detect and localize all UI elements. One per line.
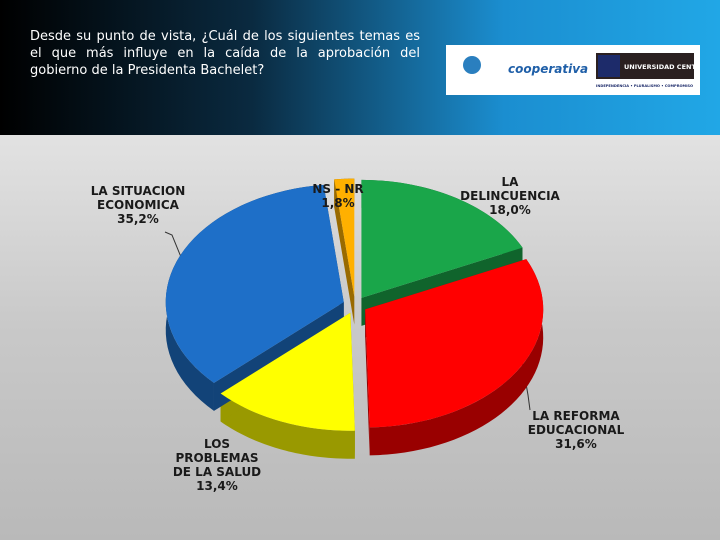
- category-label: NS - NR: [312, 182, 364, 196]
- logo-icon: [463, 56, 481, 74]
- pie-slice: [361, 179, 523, 298]
- slice-tops: [165, 178, 544, 431]
- slice-label: LA DELINCUENCIA 18,0%: [455, 175, 565, 217]
- category-label: LOS PROBLEMAS DE LA SALUD: [172, 437, 262, 479]
- pie-slice: [165, 184, 344, 383]
- value-label: 13,4%: [196, 479, 238, 493]
- slice-label: LA REFORMA EDUCACIONAL 31,6%: [521, 409, 631, 451]
- leader-line: [164, 231, 184, 263]
- pie-slice: [365, 259, 544, 428]
- slice-cut: [334, 179, 355, 325]
- pie-slice: [220, 312, 355, 431]
- question-title: Desde su punto de vista, ¿Cuál de los si…: [30, 29, 420, 78]
- category-label: LA SITUACION ECONOMICA: [90, 184, 186, 212]
- category-label: LA DELINCUENCIA: [460, 175, 560, 203]
- radio-logo: cooperativa: [508, 62, 588, 76]
- category-label: LA REFORMA EDUCACIONAL: [527, 409, 625, 437]
- slice-side: [220, 393, 355, 459]
- university-motto: INDEPENDENCIA • PLURALISMO • COMPROMISO: [596, 84, 693, 88]
- value-label: 1,8%: [321, 196, 355, 210]
- slice-label: LOS PROBLEMAS DE LA SALUD 13,4%: [169, 437, 265, 493]
- pie-slice: [334, 178, 355, 297]
- value-label: 18,0%: [489, 203, 531, 217]
- university-icon: [598, 55, 620, 77]
- slice-label: NS - NR 1,8%: [303, 182, 373, 210]
- logo-graphics: cooperativa UNIVERSIDAD CENTRAL INDEPEND…: [463, 53, 700, 88]
- value-label: 35,2%: [117, 212, 159, 226]
- slice-side: [369, 259, 544, 456]
- slice-label: LA SITUACION ECONOMICA 35,2%: [83, 184, 193, 226]
- slice-cut: [365, 309, 370, 456]
- logos: cooperativa UNIVERSIDAD CENTRAL INDEPEND…: [446, 45, 700, 95]
- value-label: 31,6%: [555, 437, 597, 451]
- university-logo: UNIVERSIDAD CENTRAL: [624, 63, 700, 71]
